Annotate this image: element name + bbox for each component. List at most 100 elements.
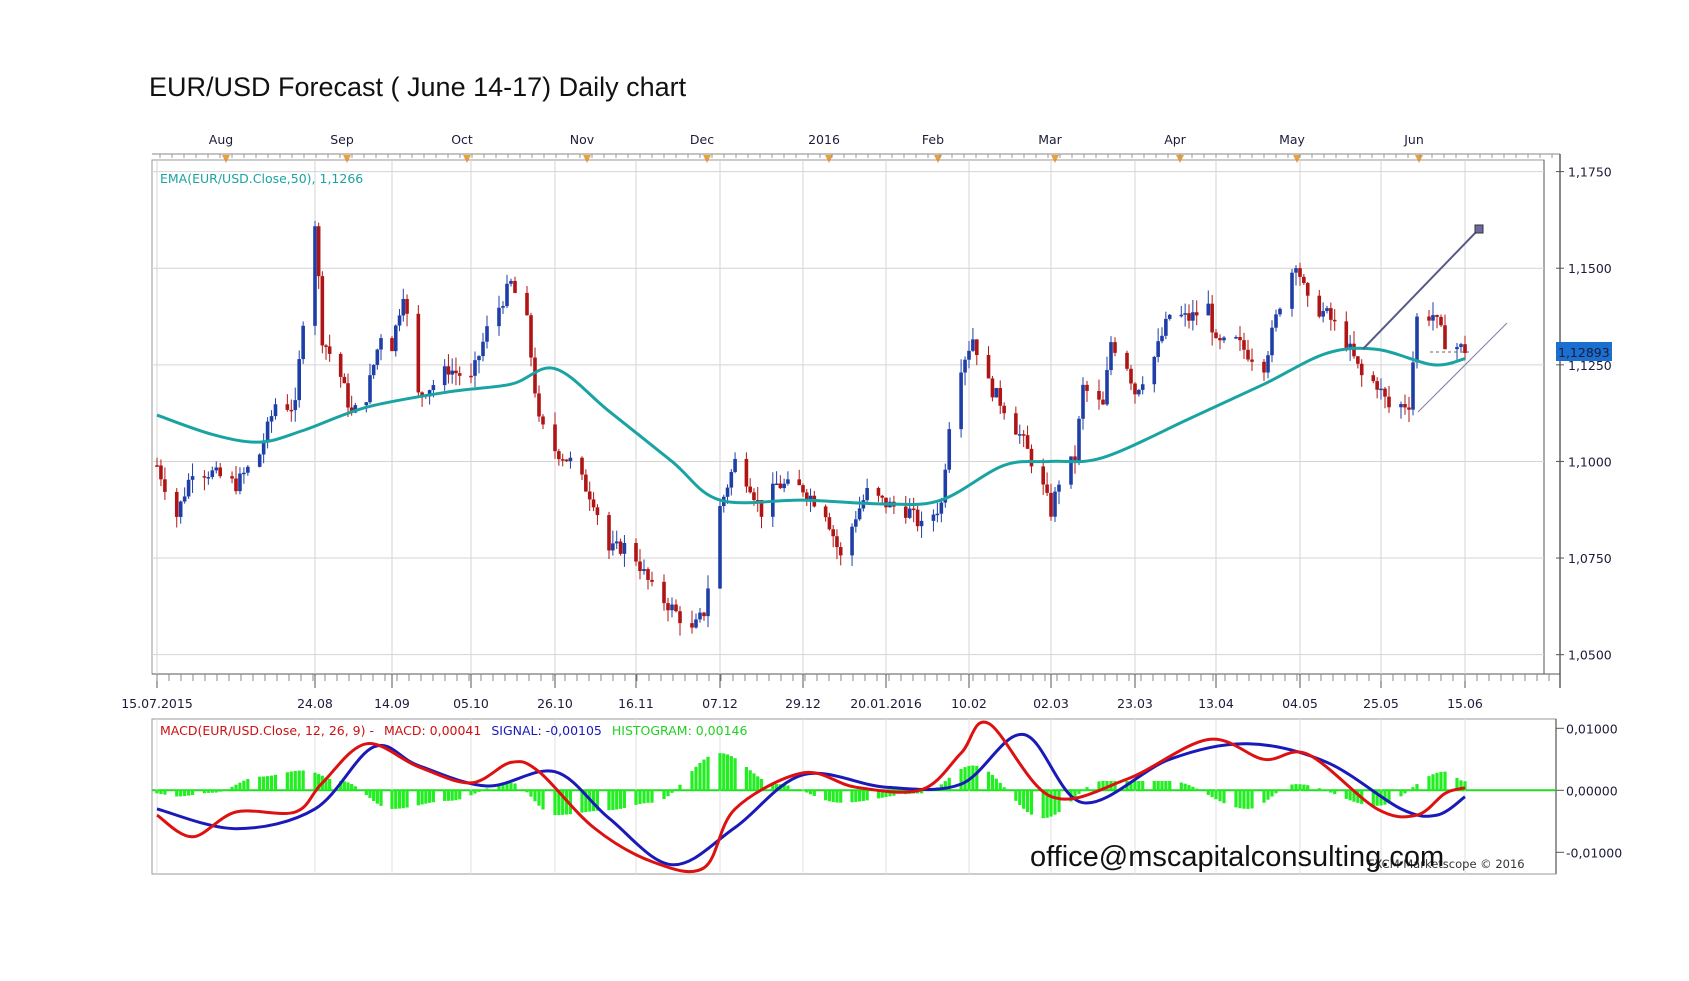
candle-body	[1194, 312, 1199, 316]
candle-body	[674, 604, 678, 612]
histogram-bar	[1191, 786, 1195, 791]
histogram-bar	[722, 753, 726, 791]
candle-body	[614, 541, 619, 544]
candle	[1133, 382, 1137, 404]
histogram-bar	[975, 765, 979, 791]
candle	[1383, 386, 1387, 409]
candle-body	[1329, 308, 1333, 320]
candle	[670, 597, 674, 618]
candle-body	[857, 508, 862, 520]
candle	[876, 486, 881, 502]
candle	[242, 467, 246, 484]
ema-line	[156, 346, 1466, 506]
histogram-bar	[674, 788, 678, 791]
candle	[975, 339, 979, 366]
histogram-bar	[458, 790, 462, 800]
macd-line	[156, 720, 1466, 873]
candle-body	[214, 467, 219, 471]
candle	[721, 494, 726, 513]
candle-body	[907, 508, 912, 518]
histogram-bar	[1077, 790, 1081, 794]
histogram-bar	[1344, 790, 1348, 799]
candle-body	[1387, 396, 1391, 408]
candle	[678, 606, 682, 636]
histogram-bar	[214, 790, 218, 793]
candle-body	[823, 506, 828, 518]
histogram-bar	[1290, 784, 1294, 791]
macd-y-tick-label: 0,00000	[1566, 783, 1618, 798]
candle	[1222, 336, 1226, 344]
candle	[1270, 320, 1274, 363]
histogram-bar	[580, 790, 584, 813]
candle-body	[316, 226, 321, 277]
candle-body	[1021, 434, 1026, 436]
month-marker	[1415, 155, 1423, 163]
candle-body	[541, 416, 545, 425]
histogram-bar	[339, 781, 343, 791]
candle-body	[1156, 341, 1160, 357]
histogram-bar	[694, 766, 698, 791]
candle	[1101, 391, 1105, 406]
candle	[694, 613, 698, 629]
month-marker	[825, 155, 833, 163]
candle	[744, 452, 749, 493]
candle	[375, 348, 380, 370]
histogram-bar	[1183, 783, 1187, 791]
histogram-bar	[1325, 790, 1329, 791]
candle-body	[1238, 337, 1242, 341]
candle-body	[338, 353, 343, 377]
candle	[835, 529, 839, 560]
candle	[1105, 356, 1109, 407]
histogram-bar	[350, 784, 354, 791]
x-tick-label: 23.03	[1117, 696, 1153, 711]
candle	[1194, 300, 1199, 326]
macd-y-axis: 0,01000 0,00000 -0,01000	[1556, 721, 1622, 860]
histogram-bar	[1049, 790, 1053, 817]
histogram-bar	[529, 790, 533, 797]
x-tick-label: 24.08	[297, 696, 333, 711]
candle-body	[289, 409, 294, 412]
candle	[1191, 299, 1195, 331]
histogram-bar	[443, 790, 447, 801]
month-label: Mar	[1038, 132, 1062, 147]
candle-body	[1133, 383, 1137, 395]
candle	[1234, 335, 1238, 340]
candle-body	[1403, 403, 1407, 408]
histogram-bar	[1045, 790, 1049, 818]
candle-body	[525, 292, 529, 316]
histogram-bar	[541, 790, 545, 810]
histogram-bar	[397, 790, 402, 809]
candle	[1321, 302, 1325, 323]
candle	[481, 332, 485, 362]
candle	[774, 471, 779, 486]
histogram-bar	[880, 790, 884, 798]
histogram-bar	[379, 790, 383, 806]
histogram-bar	[752, 773, 756, 791]
candle-body	[678, 611, 682, 624]
histogram-bar	[353, 786, 357, 791]
lower-trendline	[1417, 322, 1508, 413]
candle-body	[1152, 356, 1157, 385]
histogram-bar	[473, 790, 477, 794]
histogram-bar	[1234, 790, 1238, 808]
macd-legend-histogram: HISTOGRAM: 0,00146	[612, 723, 748, 738]
candle-body	[1167, 314, 1172, 319]
candle	[931, 509, 936, 532]
candle	[379, 334, 383, 361]
candle-body	[1302, 276, 1306, 284]
candle-body	[611, 543, 615, 551]
candle-body	[702, 612, 706, 617]
histogram-bar	[1214, 790, 1218, 800]
month-label: Nov	[570, 132, 595, 147]
histogram-bar	[786, 785, 790, 791]
histogram-bar	[854, 790, 858, 802]
candle	[611, 530, 615, 556]
histogram-bar	[1057, 790, 1061, 813]
candle	[509, 278, 513, 287]
candle-body	[1356, 356, 1360, 364]
month-marker	[1051, 155, 1059, 163]
candle-body	[729, 471, 734, 488]
histogram-bar	[390, 790, 394, 809]
price-grid	[152, 160, 1544, 674]
candle	[155, 457, 159, 468]
